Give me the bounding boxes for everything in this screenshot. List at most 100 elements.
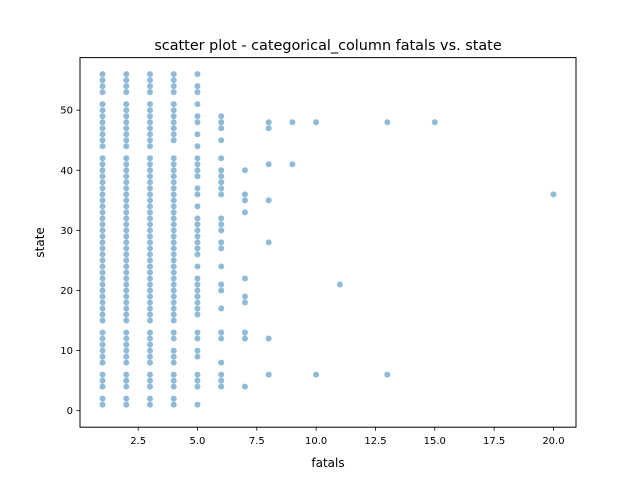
scatter-point [241,383,248,390]
scatter-point [99,341,106,348]
scatter-point [123,245,130,252]
scatter-point [170,191,177,198]
scatter-point [550,191,557,198]
scatter-point [218,167,225,174]
scatter-point [170,161,177,168]
scatter-point [384,371,391,378]
scatter-point [147,203,154,210]
scatter-point [99,383,106,390]
scatter-point [99,77,106,84]
scatter-point [194,251,201,258]
scatter-point [170,257,177,264]
scatter-point [147,269,154,276]
scatter-point [99,167,106,174]
scatter-point [218,137,225,144]
scatter-point [99,239,106,246]
scatter-point [147,209,154,216]
scatter-point [194,305,201,312]
scatter-point [123,275,130,282]
scatter-point [123,119,130,126]
scatter-point [170,395,177,402]
scatter-point [194,131,201,138]
scatter-point [170,377,177,384]
scatter-point [241,275,248,282]
scatter-point [99,137,106,144]
scatter-point [123,269,130,276]
scatter-point [194,377,201,384]
scatter-point [265,335,272,342]
scatter-point [194,83,201,90]
scatter-point [170,299,177,306]
scatter-point [218,239,225,246]
scatter-point [99,329,106,336]
scatter-point [218,383,225,390]
y-tick-label: 30 [60,226,73,237]
scatter-point [170,245,177,252]
scatter-point [241,299,248,306]
scatter-point [99,143,106,150]
scatter-point [241,293,248,300]
scatter-point [123,335,130,342]
scatter-point [123,281,130,288]
scatter-point [99,347,106,354]
scatter-point [99,245,106,252]
scatter-point [218,119,225,126]
scatter-point [194,173,201,180]
y-axis-ticks: 0 10 20 30 40 50 [60,106,80,417]
scatter-point [99,71,106,78]
scatter-point [170,311,177,318]
chart-title: scatter plot - categorical_column fatals… [154,38,502,54]
scatter-point [170,71,177,78]
scatter-point [147,125,154,132]
y-tick-label: 50 [60,106,73,117]
scatter-point [241,167,248,174]
scatter-point [265,161,272,168]
scatter-point [218,185,225,192]
scatter-point [99,395,106,402]
scatter-point [99,305,106,312]
x-axis-label: fatals [311,456,344,470]
scatter-point [147,341,154,348]
scatter-point [147,359,154,366]
scatter-point [194,215,201,222]
scatter-point [170,227,177,234]
scatter-point [218,281,225,288]
y-tick-label: 0 [67,406,73,417]
scatter-point [147,329,154,336]
scatter-point [194,353,201,360]
scatter-point [170,131,177,138]
scatter-point [218,113,225,120]
scatter-point [241,197,248,204]
scatter-point [99,227,106,234]
scatter-point [147,245,154,252]
scatter-point [147,185,154,192]
scatter-point [123,155,130,162]
scatter-point [99,107,106,114]
scatter-point [218,359,225,366]
scatter-point [123,143,130,150]
scatter-point [123,113,130,120]
scatter-point [170,203,177,210]
scatter-point [123,305,130,312]
scatter-point [147,347,154,354]
scatter-point [147,167,154,174]
scatter-point [123,167,130,174]
scatter-point [170,347,177,354]
scatter-point [194,161,201,168]
scatter-point [99,401,106,408]
scatter-point [147,107,154,114]
scatter-point [99,257,106,264]
scatter-point [194,221,201,228]
scatter-point [147,119,154,126]
scatter-point [123,263,130,270]
scatter-point [194,227,201,234]
scatter-point [218,155,225,162]
scatter-point [99,131,106,138]
scatter-point [147,113,154,120]
x-tick-label: 2.5 [130,436,146,447]
scatter-point [313,119,320,126]
scatter-point [147,155,154,162]
scatter-point [147,137,154,144]
scatter-point [194,233,201,240]
scatter-point [194,329,201,336]
